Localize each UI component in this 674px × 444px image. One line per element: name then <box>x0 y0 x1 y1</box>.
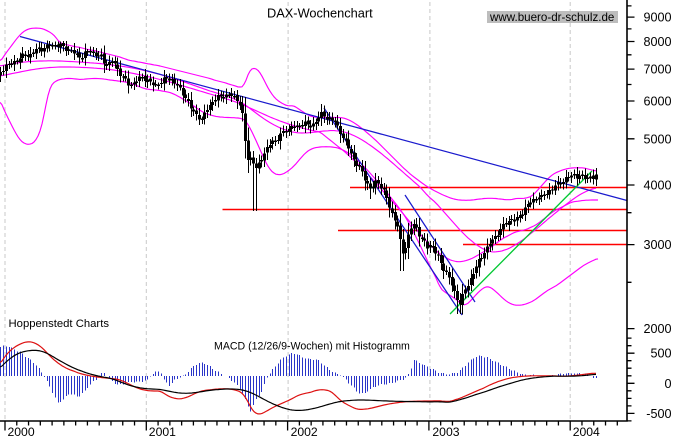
svg-text:5000: 5000 <box>643 132 671 146</box>
svg-text:7000: 7000 <box>643 63 671 77</box>
svg-text:2003: 2003 <box>432 425 459 439</box>
svg-text:www.buero-dr-schulz.de: www.buero-dr-schulz.de <box>489 11 614 24</box>
svg-text:3000: 3000 <box>643 238 671 252</box>
svg-text:500: 500 <box>650 347 671 361</box>
svg-text:9000: 9000 <box>643 11 671 25</box>
svg-text:2000: 2000 <box>643 322 671 336</box>
svg-text:2001: 2001 <box>149 425 176 439</box>
svg-text:4000: 4000 <box>643 179 671 193</box>
svg-text:8000: 8000 <box>643 35 671 49</box>
svg-text:Hoppenstedt Charts: Hoppenstedt Charts <box>9 318 110 330</box>
svg-text:0: 0 <box>664 377 671 391</box>
svg-text:2004: 2004 <box>573 425 600 439</box>
svg-text:2002: 2002 <box>291 425 318 439</box>
svg-text:DAX-Wochenchart: DAX-Wochenchart <box>267 6 373 21</box>
svg-text:2000: 2000 <box>8 425 35 439</box>
svg-text:-500: -500 <box>646 407 671 421</box>
svg-text:6000: 6000 <box>643 95 671 109</box>
svg-text:MACD (12/26/9-Wochen) mit Hist: MACD (12/26/9-Wochen) mit Histogramm <box>214 341 410 353</box>
